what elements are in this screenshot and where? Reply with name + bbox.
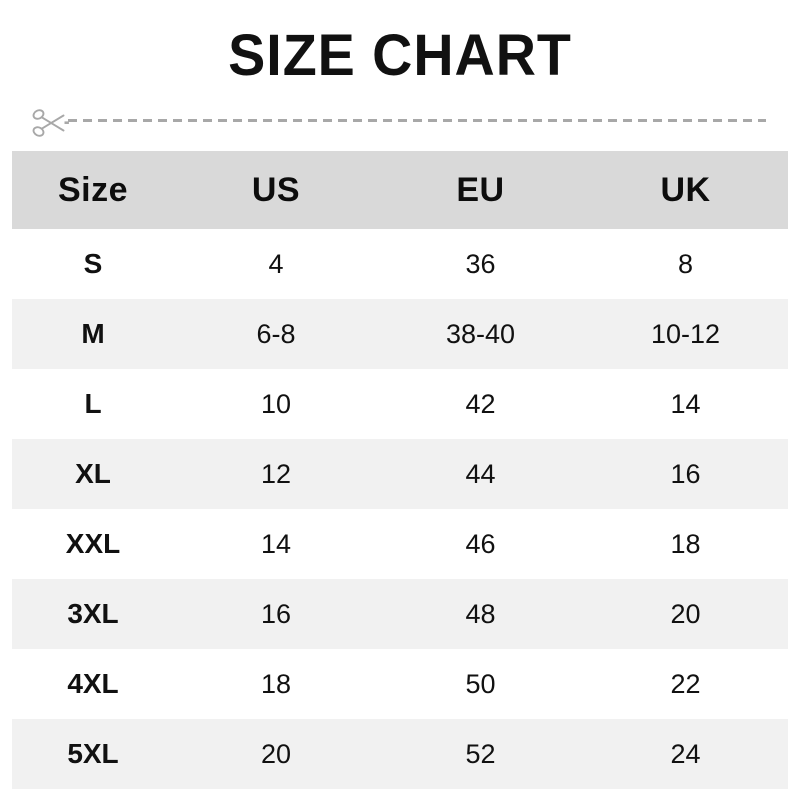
table-row: M 6-8 38-40 10-12 bbox=[12, 299, 788, 369]
cell-uk: 24 bbox=[670, 738, 701, 769]
cell-uk: 10-12 bbox=[650, 318, 721, 349]
cell-size: 4XL bbox=[67, 668, 119, 699]
cell-eu: 48 bbox=[465, 598, 496, 629]
cell-uk: 16 bbox=[670, 458, 701, 489]
cell-eu: 52 bbox=[465, 738, 496, 769]
cell-uk: 18 bbox=[670, 528, 701, 559]
cell-size: XL bbox=[75, 458, 111, 489]
size-chart-table: Size US EU UK S 4 36 8 M 6-8 38-40 10-12… bbox=[12, 151, 788, 789]
cell-eu: 46 bbox=[465, 528, 496, 559]
table-row: 4XL 18 50 22 bbox=[12, 649, 788, 719]
cell-size: 5XL bbox=[67, 738, 119, 769]
cell-eu: 42 bbox=[465, 388, 496, 419]
cell-size: XXL bbox=[65, 528, 121, 559]
page-title: SIZE CHART bbox=[228, 23, 572, 88]
cell-us: 4 bbox=[268, 248, 284, 279]
table-row: XL 12 44 16 bbox=[12, 439, 788, 509]
table-row: XXL 14 46 18 bbox=[12, 509, 788, 579]
scissors-icon bbox=[30, 105, 70, 141]
table-header-row: Size US EU UK bbox=[12, 151, 788, 229]
table-row: 3XL 16 48 20 bbox=[12, 579, 788, 649]
cell-us: 14 bbox=[260, 528, 292, 559]
cell-uk: 22 bbox=[670, 668, 701, 699]
cell-size: M bbox=[81, 318, 105, 349]
cell-uk: 20 bbox=[670, 598, 701, 629]
cut-line bbox=[0, 103, 800, 141]
cell-uk: 14 bbox=[670, 388, 701, 419]
column-header-us: US bbox=[174, 151, 378, 229]
column-header-size: Size bbox=[12, 151, 174, 229]
cell-us: 20 bbox=[260, 738, 292, 769]
cut-dashed-line bbox=[68, 119, 766, 122]
table-row: L 10 42 14 bbox=[12, 369, 788, 439]
table-row: S 4 36 8 bbox=[12, 229, 788, 299]
cell-size: L bbox=[84, 388, 102, 419]
cell-eu: 50 bbox=[465, 668, 496, 699]
table-row: 5XL 20 52 24 bbox=[12, 719, 788, 789]
cell-us: 6-8 bbox=[256, 318, 296, 349]
cell-eu: 36 bbox=[465, 248, 496, 279]
cell-eu: 38-40 bbox=[445, 318, 516, 349]
cell-eu: 44 bbox=[465, 458, 496, 489]
cell-us: 10 bbox=[260, 388, 292, 419]
cell-uk: 8 bbox=[677, 248, 694, 279]
column-header-eu: EU bbox=[378, 151, 583, 229]
cell-us: 16 bbox=[260, 598, 292, 629]
cell-size: S bbox=[83, 248, 103, 279]
column-header-uk: UK bbox=[583, 151, 788, 229]
cell-us: 12 bbox=[260, 458, 292, 489]
cell-us: 18 bbox=[260, 668, 292, 699]
cell-size: 3XL bbox=[67, 598, 119, 629]
